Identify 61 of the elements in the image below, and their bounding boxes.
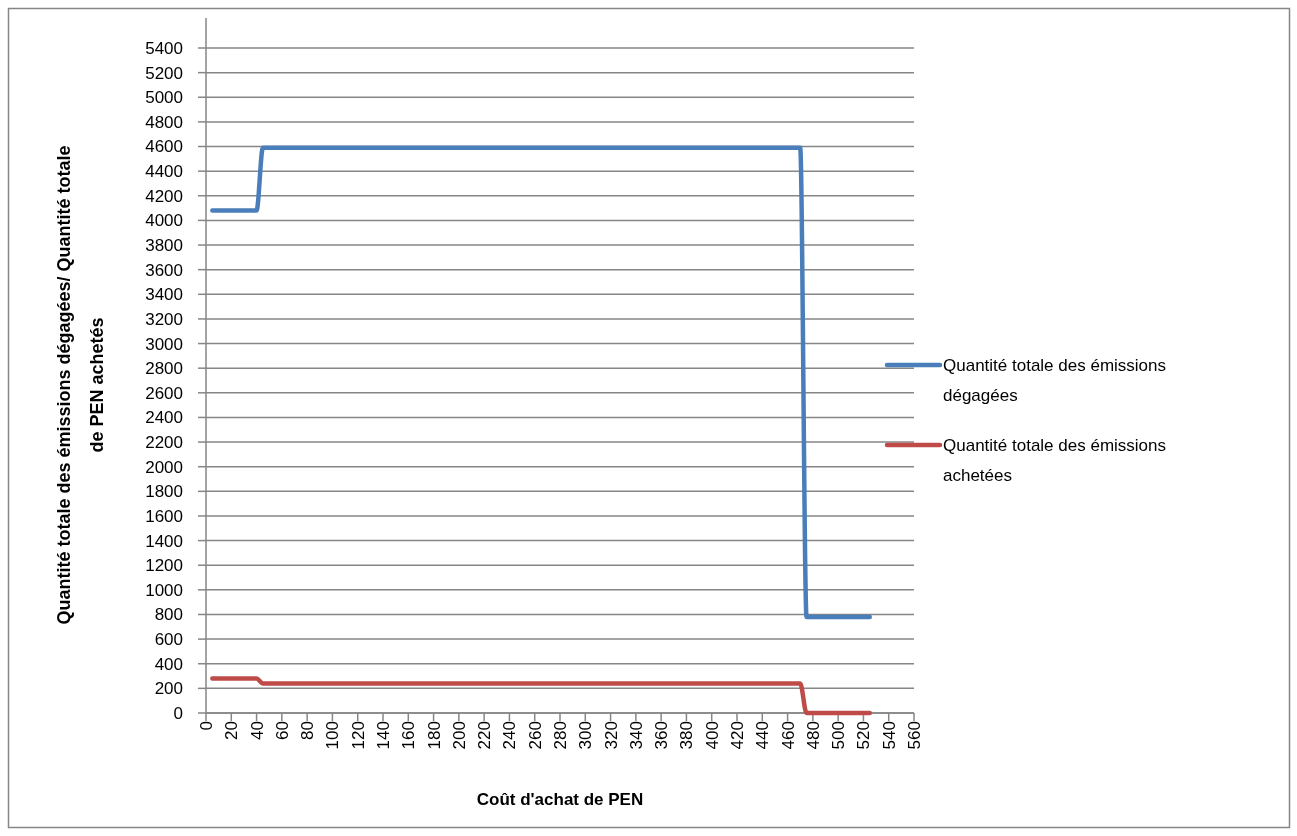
x-tick-label: 220 — [475, 721, 495, 750]
y-tick-label: 4600 — [145, 137, 183, 157]
y-tick-label: 200 — [154, 679, 183, 699]
y-tick-label: 4000 — [145, 211, 183, 231]
legend-label: Quantité totale des émissions dégagées — [943, 355, 1167, 405]
x-tick-label: 440 — [753, 721, 773, 750]
x-tick-label: 140 — [373, 721, 393, 750]
x-axis-title: Coût d'achat de PEN — [476, 790, 644, 809]
y-axis-title: Quantité totale des émissions dégagées/ Quantité totale de PEN achetés — [53, 145, 107, 625]
y-tick-label: 3800 — [145, 235, 183, 255]
y-tick-label: 4200 — [145, 186, 183, 206]
x-tick-label: 300 — [576, 721, 596, 750]
y-tick-label: 5000 — [145, 88, 183, 108]
x-tick-label: 0 — [196, 721, 216, 731]
x-tick-label: 520 — [854, 721, 874, 750]
y-tick-label: 3200 — [145, 309, 183, 329]
y-tick-label: 3600 — [145, 260, 183, 280]
x-tick-label: 540 — [879, 721, 899, 750]
y-tick-label: 800 — [154, 605, 183, 625]
x-tick-label: 180 — [424, 721, 444, 750]
y-tick-label: 1400 — [145, 531, 183, 551]
y-tick-label: 3000 — [145, 334, 183, 354]
y-tick-label: 5200 — [145, 63, 183, 83]
x-tick-label: 240 — [500, 721, 520, 750]
y-tick-label: 2600 — [145, 383, 183, 403]
x-tick-label: 500 — [829, 721, 849, 750]
x-tick-label: 20 — [222, 721, 242, 740]
x-tick-label: 280 — [550, 721, 570, 750]
x-tick-label: 560 — [904, 721, 924, 750]
x-tick-label: 400 — [702, 721, 722, 750]
y-tick-label: 2400 — [145, 408, 183, 428]
x-tick-label: 40 — [247, 721, 267, 740]
y-tick-label: 1800 — [145, 482, 183, 502]
legend-label: Quantité totale des émissions achetées — [943, 435, 1167, 485]
x-tick-label: 420 — [727, 721, 747, 750]
x-tick-label: 260 — [525, 721, 545, 750]
y-tick-label: 2200 — [145, 433, 183, 453]
y-tick-label: 400 — [154, 654, 183, 674]
x-tick-label: 60 — [272, 721, 292, 740]
y-tick-label: 1600 — [145, 506, 183, 526]
y-tick-label: 3400 — [145, 285, 183, 305]
x-tick-label: 360 — [652, 721, 672, 750]
y-tick-label: 600 — [154, 630, 183, 650]
y-tick-label: 2000 — [145, 457, 183, 477]
x-tick-label: 320 — [601, 721, 621, 750]
x-tick-label: 380 — [677, 721, 697, 750]
x-tick-label: 80 — [298, 721, 318, 740]
y-tick-label: 4800 — [145, 112, 183, 132]
x-tick-label: 340 — [626, 721, 646, 750]
x-tick-label: 460 — [778, 721, 798, 750]
y-tick-label: 2800 — [145, 359, 183, 379]
y-tick-label: 1200 — [145, 556, 183, 576]
y-tick-label: 0 — [173, 703, 183, 723]
x-tick-label: 160 — [399, 721, 419, 750]
y-tick-label: 4400 — [145, 162, 183, 182]
x-tick-label: 120 — [348, 721, 368, 750]
y-tick-label: 5400 — [145, 38, 183, 58]
x-tick-label: 200 — [449, 721, 469, 750]
y-tick-label: 1000 — [145, 580, 183, 600]
x-tick-label: 480 — [803, 721, 823, 750]
x-tick-label: 100 — [323, 721, 343, 750]
